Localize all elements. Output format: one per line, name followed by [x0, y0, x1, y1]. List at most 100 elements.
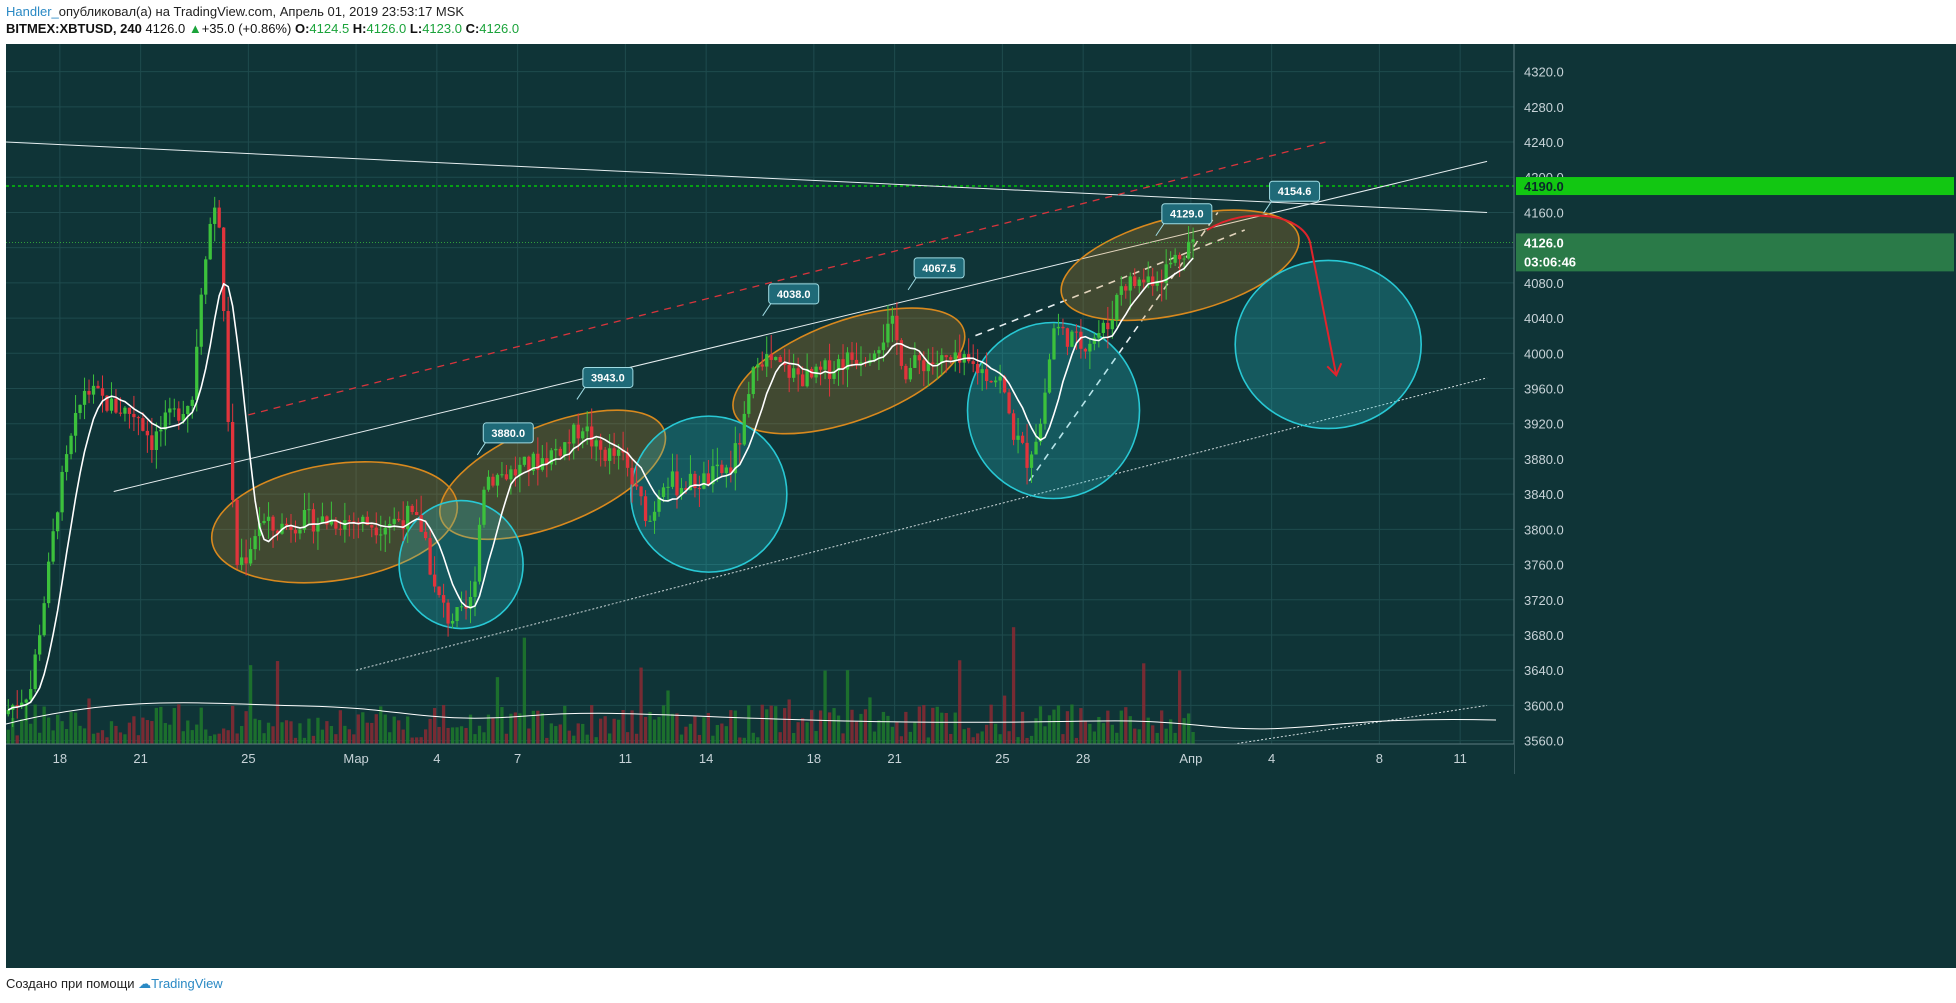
time-tick-label: 18	[53, 751, 67, 766]
volume-bar	[20, 718, 24, 744]
volume-bar	[895, 721, 899, 744]
volume-bar	[1043, 726, 1047, 744]
candle-body	[783, 362, 787, 366]
candle-body	[24, 699, 28, 703]
ma-line	[7, 257, 1194, 711]
candle-body	[78, 404, 82, 413]
volume-bar	[307, 718, 311, 744]
volume-bar	[711, 735, 715, 744]
volume-bar	[621, 710, 625, 744]
volume-bar	[1074, 737, 1079, 744]
candle-body	[1047, 359, 1052, 393]
time-tick-label: 18	[807, 751, 821, 766]
candle-body	[720, 464, 724, 474]
price-label-box	[582, 366, 634, 388]
candle-body	[581, 431, 585, 439]
price-chart[interactable]: 3880.0 3943.0 4038.0 4067.5 4129.0 4154.6 432…	[6, 44, 1956, 968]
level-price-text: 4190.0	[1524, 179, 1564, 194]
open-label: O:	[294, 21, 310, 36]
candle-body	[231, 422, 235, 500]
volume-bar	[993, 723, 998, 744]
volume-bars	[6, 627, 1195, 744]
white-dashed-line-2	[1028, 211, 1219, 482]
time-tick-label: 11	[1453, 751, 1467, 766]
volume-bar	[38, 732, 42, 744]
volume-bar	[980, 731, 984, 744]
volume-bar	[1052, 709, 1056, 744]
candle-body	[733, 443, 737, 474]
volume-bar	[401, 729, 405, 744]
candle-body	[738, 443, 742, 445]
candle-body	[127, 407, 132, 414]
tradingview-brand-link[interactable]: TradingView	[151, 976, 223, 991]
candle-body	[145, 430, 150, 436]
volume-bar	[989, 704, 993, 744]
volume-bar	[567, 730, 571, 744]
volume-bar	[1191, 732, 1195, 744]
volume-bar	[46, 717, 51, 744]
candle-body	[1061, 326, 1065, 329]
volume-bar	[347, 729, 351, 744]
price-tick-label: 4240.0	[1524, 135, 1564, 150]
volume-bar	[15, 735, 19, 744]
candle-body	[491, 476, 495, 486]
candle-body	[1038, 423, 1043, 442]
volume-bar	[222, 728, 226, 744]
candle-body	[1029, 454, 1034, 468]
candle-body	[747, 394, 751, 414]
candle-body	[877, 350, 881, 354]
volume-bar	[702, 717, 706, 744]
candle-body	[522, 456, 527, 465]
volume-bar	[432, 707, 437, 744]
low-label: L:	[409, 21, 423, 36]
volume-bar	[935, 706, 939, 744]
volume-bar	[612, 718, 616, 744]
candle-body	[262, 520, 266, 524]
candle-body	[20, 702, 24, 706]
candle-body	[818, 366, 823, 370]
volume-bar	[1034, 718, 1038, 744]
volume-bar	[441, 705, 446, 744]
candle-body	[356, 522, 360, 524]
cyan-circle-3	[966, 321, 1141, 500]
volume-bar	[410, 737, 414, 744]
price-label-pointer	[576, 387, 586, 400]
volume-bar	[976, 733, 980, 744]
candle-body	[244, 557, 248, 564]
candle-body	[199, 294, 203, 347]
candle-body	[1119, 286, 1123, 295]
volume-bar	[706, 712, 711, 744]
candle-body	[953, 352, 957, 360]
volume-bar	[1016, 737, 1020, 744]
volume-bar	[872, 731, 877, 744]
time-tick-label: Мар	[343, 751, 368, 766]
volume-bar	[459, 726, 464, 744]
candle-body	[1177, 254, 1182, 260]
created-with: Создано при помощи	[6, 976, 135, 991]
candle-body	[298, 529, 302, 534]
volume-bar	[284, 720, 289, 744]
volume-bar	[374, 714, 378, 744]
candle-body	[441, 595, 446, 603]
volume-bar	[136, 735, 141, 744]
volume-bar	[738, 737, 742, 744]
price-label-pointer	[762, 303, 772, 317]
volume-bar	[370, 722, 374, 744]
author-link[interactable]: Handler_	[6, 4, 59, 19]
volume-bar	[1146, 717, 1150, 744]
volume-bar	[1164, 728, 1168, 744]
price-tick-label: 3960.0	[1524, 381, 1564, 396]
candle-body	[666, 486, 670, 488]
moving-average	[6, 257, 1497, 730]
candle-body	[1115, 294, 1119, 320]
volume-bar	[666, 690, 670, 744]
volume-bar	[271, 726, 275, 744]
candle-body	[388, 523, 392, 529]
volume-bar	[365, 722, 369, 744]
volume-bar	[1038, 706, 1043, 744]
volume-bar	[922, 705, 926, 744]
candle-body	[702, 473, 706, 489]
volume-bar	[590, 705, 594, 744]
candle-body	[590, 426, 594, 447]
candle-body	[204, 259, 208, 295]
